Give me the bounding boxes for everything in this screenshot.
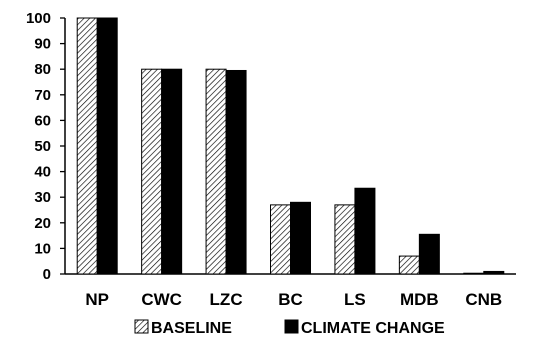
bar-baseline-bc bbox=[270, 204, 291, 275]
legend-swatch-baseline bbox=[134, 319, 149, 334]
bar-climate-change-np bbox=[96, 17, 118, 275]
legend: BASELINE CLIMATE CHANGE bbox=[134, 319, 445, 337]
bar-climate-change-bc bbox=[290, 201, 311, 275]
y-tick-label: 30 bbox=[34, 189, 51, 206]
bar-baseline-cnb bbox=[463, 272, 485, 275]
bars bbox=[76, 17, 505, 275]
category-labels: NP CWC LZC BC LS MDB CNB bbox=[85, 290, 502, 309]
y-tick-label: 60 bbox=[34, 112, 51, 129]
y-tick-label: 10 bbox=[34, 240, 51, 257]
x-category-label: BC bbox=[278, 290, 303, 309]
x-category-label: NP bbox=[85, 290, 109, 309]
bar-climate-change-cwc bbox=[161, 68, 183, 275]
y-tick-label: 0 bbox=[43, 266, 51, 283]
bar-baseline-ls bbox=[334, 204, 356, 275]
y-tick-label: 50 bbox=[34, 138, 51, 155]
bar-climate-change-mdb bbox=[418, 233, 440, 275]
x-category-label: LS bbox=[344, 290, 366, 309]
bar-baseline-lzc bbox=[205, 68, 227, 275]
y-tick-label: 20 bbox=[34, 215, 51, 232]
bar-climate-change-ls bbox=[354, 187, 376, 275]
bar-baseline-mdb bbox=[398, 255, 420, 275]
y-tick-label: 90 bbox=[34, 36, 51, 53]
x-category-label: CWC bbox=[141, 290, 182, 309]
bar-climate-change-lzc bbox=[225, 69, 247, 275]
y-tick-label: 80 bbox=[34, 61, 51, 78]
x-category-label: LZC bbox=[210, 290, 243, 309]
legend-label: CLIMATE CHANGE bbox=[301, 320, 445, 337]
x-category-label: CNB bbox=[465, 290, 502, 309]
legend-label: BASELINE bbox=[151, 320, 232, 337]
bar-climate-change-cnb bbox=[483, 270, 505, 275]
y-tick-label: 100 bbox=[26, 10, 51, 27]
y-tick-label: 40 bbox=[34, 164, 51, 181]
x-category-label: MDB bbox=[400, 290, 439, 309]
y-tick-label: 70 bbox=[34, 87, 51, 104]
legend-swatch-climate-change bbox=[284, 319, 299, 334]
bar-baseline-cwc bbox=[141, 68, 163, 275]
y-tick-labels: 0 10 20 30 40 50 60 70 80 90 100 bbox=[26, 10, 51, 283]
bar-baseline-np bbox=[76, 17, 98, 275]
